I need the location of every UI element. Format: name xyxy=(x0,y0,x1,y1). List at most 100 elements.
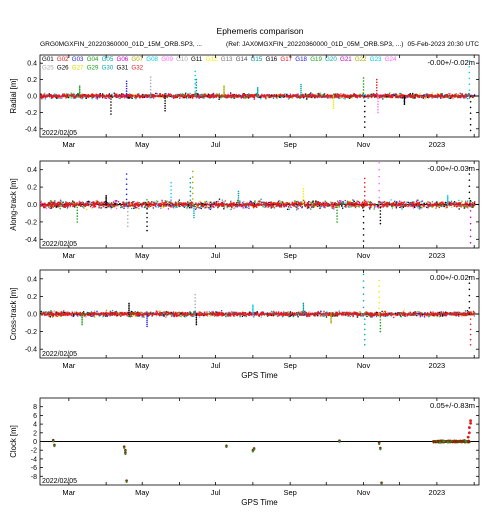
residual-point xyxy=(440,202,441,203)
residual-point xyxy=(319,208,320,209)
residual-point xyxy=(203,207,204,208)
residual-point xyxy=(410,202,411,203)
residual-point xyxy=(325,96,326,97)
residual-point xyxy=(116,94,117,95)
residual-point xyxy=(379,97,380,98)
residual-point xyxy=(222,205,223,206)
residual-point xyxy=(449,93,450,94)
residual-point xyxy=(460,95,461,96)
residual-point xyxy=(45,96,46,97)
residual-point xyxy=(93,203,94,204)
residual-point xyxy=(262,95,263,96)
residual-point xyxy=(412,94,413,95)
residual-point xyxy=(135,96,136,97)
residual-point xyxy=(64,203,65,204)
residual-point xyxy=(204,94,205,95)
outlier-point xyxy=(364,111,366,113)
residual-point xyxy=(392,208,393,209)
residual-point xyxy=(324,204,325,205)
residual-point xyxy=(197,206,198,207)
residual-point xyxy=(464,96,465,97)
residual-point xyxy=(369,96,370,97)
residual-point xyxy=(319,95,320,96)
residual-point xyxy=(323,96,324,97)
residual-point xyxy=(185,206,186,207)
residual-point xyxy=(427,203,428,204)
residual-point xyxy=(431,95,432,96)
residual-point xyxy=(63,204,64,205)
residual-point xyxy=(50,203,51,204)
residual-point xyxy=(439,207,440,208)
residual-point xyxy=(56,206,57,207)
residual-point xyxy=(269,97,270,98)
residual-point xyxy=(422,96,423,97)
residual-point xyxy=(156,93,157,94)
residual-point xyxy=(108,96,109,97)
residual-point xyxy=(355,96,356,97)
outlier-point xyxy=(194,75,196,77)
outlier-point xyxy=(377,98,379,100)
y-tick-label: -0.4 xyxy=(25,126,37,133)
x-tick-label: Nov xyxy=(357,140,371,149)
residual-point xyxy=(223,208,224,209)
residual-point xyxy=(408,202,409,203)
outlier-point xyxy=(377,109,379,111)
residual-point xyxy=(469,97,470,98)
residual-point xyxy=(108,202,109,203)
residual-point xyxy=(400,93,401,94)
residual-point xyxy=(310,96,311,97)
residual-point xyxy=(121,95,122,96)
residual-point xyxy=(175,203,176,204)
residual-point xyxy=(87,203,88,204)
residual-point xyxy=(74,97,75,98)
residual-point xyxy=(101,202,102,203)
residual-point xyxy=(51,200,52,201)
outlier-point xyxy=(196,95,198,97)
residual-point xyxy=(217,204,218,205)
residual-point xyxy=(459,208,460,209)
residual-point xyxy=(243,203,244,204)
residual-point xyxy=(84,95,85,96)
residual-point xyxy=(197,205,198,206)
residual-point xyxy=(71,97,72,98)
residual-point xyxy=(349,95,350,96)
residual-point xyxy=(428,96,429,97)
outlier-point xyxy=(364,100,366,102)
outlier-point xyxy=(164,98,166,100)
residual-point xyxy=(299,205,300,206)
residual-point xyxy=(168,94,169,95)
residual-point xyxy=(156,200,157,201)
residual-point xyxy=(361,203,362,204)
residual-point xyxy=(474,95,475,96)
residual-point xyxy=(278,201,279,202)
outlier-point xyxy=(150,83,152,85)
residual-point xyxy=(454,204,455,205)
outlier-point xyxy=(223,94,225,96)
residual-point xyxy=(98,205,99,206)
residual-point xyxy=(57,96,58,97)
legend-entry: G31 xyxy=(117,65,129,72)
residual-point xyxy=(351,97,352,98)
residual-point xyxy=(446,95,447,96)
residual-point xyxy=(445,96,446,97)
outlier-point xyxy=(110,113,112,115)
residual-point xyxy=(467,93,468,94)
legend-entry: G03 xyxy=(72,56,84,63)
residual-point xyxy=(442,204,443,205)
legend-entry: G04 xyxy=(87,56,99,63)
residual-point xyxy=(118,95,119,96)
outlier-point xyxy=(404,97,406,99)
residual-point xyxy=(229,95,230,96)
y-tick-label: 0.2 xyxy=(27,185,37,192)
residual-point xyxy=(322,202,323,203)
residual-point xyxy=(43,203,44,204)
residual-point xyxy=(200,204,201,205)
outlier-point xyxy=(404,98,406,100)
residual-point xyxy=(338,94,339,95)
residual-point xyxy=(81,95,82,96)
residual-point xyxy=(161,200,162,201)
residual-point xyxy=(472,202,473,203)
residual-point xyxy=(121,96,122,97)
outlier-point xyxy=(377,112,379,114)
residual-point xyxy=(227,204,228,205)
